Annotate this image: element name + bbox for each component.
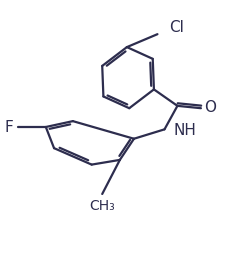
Text: NH: NH	[174, 123, 197, 138]
Text: F: F	[4, 119, 13, 135]
Text: O: O	[204, 100, 216, 115]
Text: Cl: Cl	[169, 20, 184, 35]
Text: CH₃: CH₃	[89, 199, 115, 213]
